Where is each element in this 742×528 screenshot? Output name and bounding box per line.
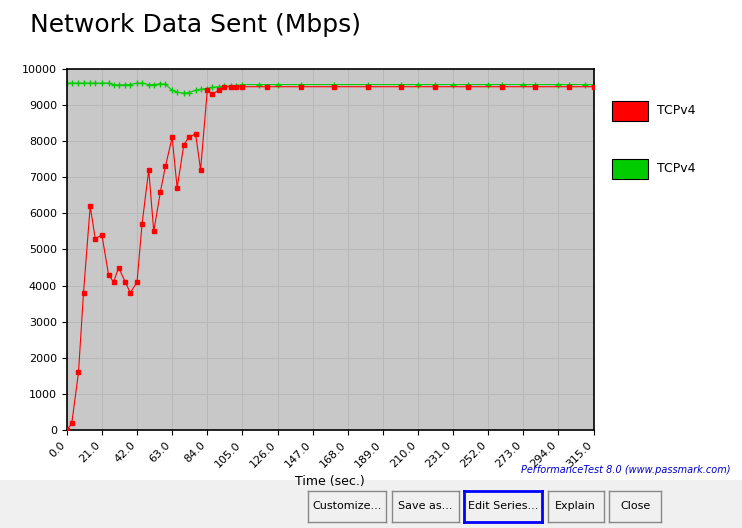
Text: TCPv4: TCPv4 (657, 105, 695, 117)
Text: Network Data Sent (Mbps): Network Data Sent (Mbps) (30, 13, 361, 37)
Text: PerformanceTest 8.0 (www.passmark.com): PerformanceTest 8.0 (www.passmark.com) (522, 465, 731, 475)
Text: TCPv4: TCPv4 (657, 163, 695, 175)
Text: Edit Series...: Edit Series... (468, 502, 539, 511)
X-axis label: Time (sec.): Time (sec.) (295, 475, 365, 488)
Text: Save as...: Save as... (398, 502, 453, 511)
Text: Explain: Explain (555, 502, 597, 511)
Text: Close: Close (620, 502, 650, 511)
Text: Customize...: Customize... (312, 502, 381, 511)
